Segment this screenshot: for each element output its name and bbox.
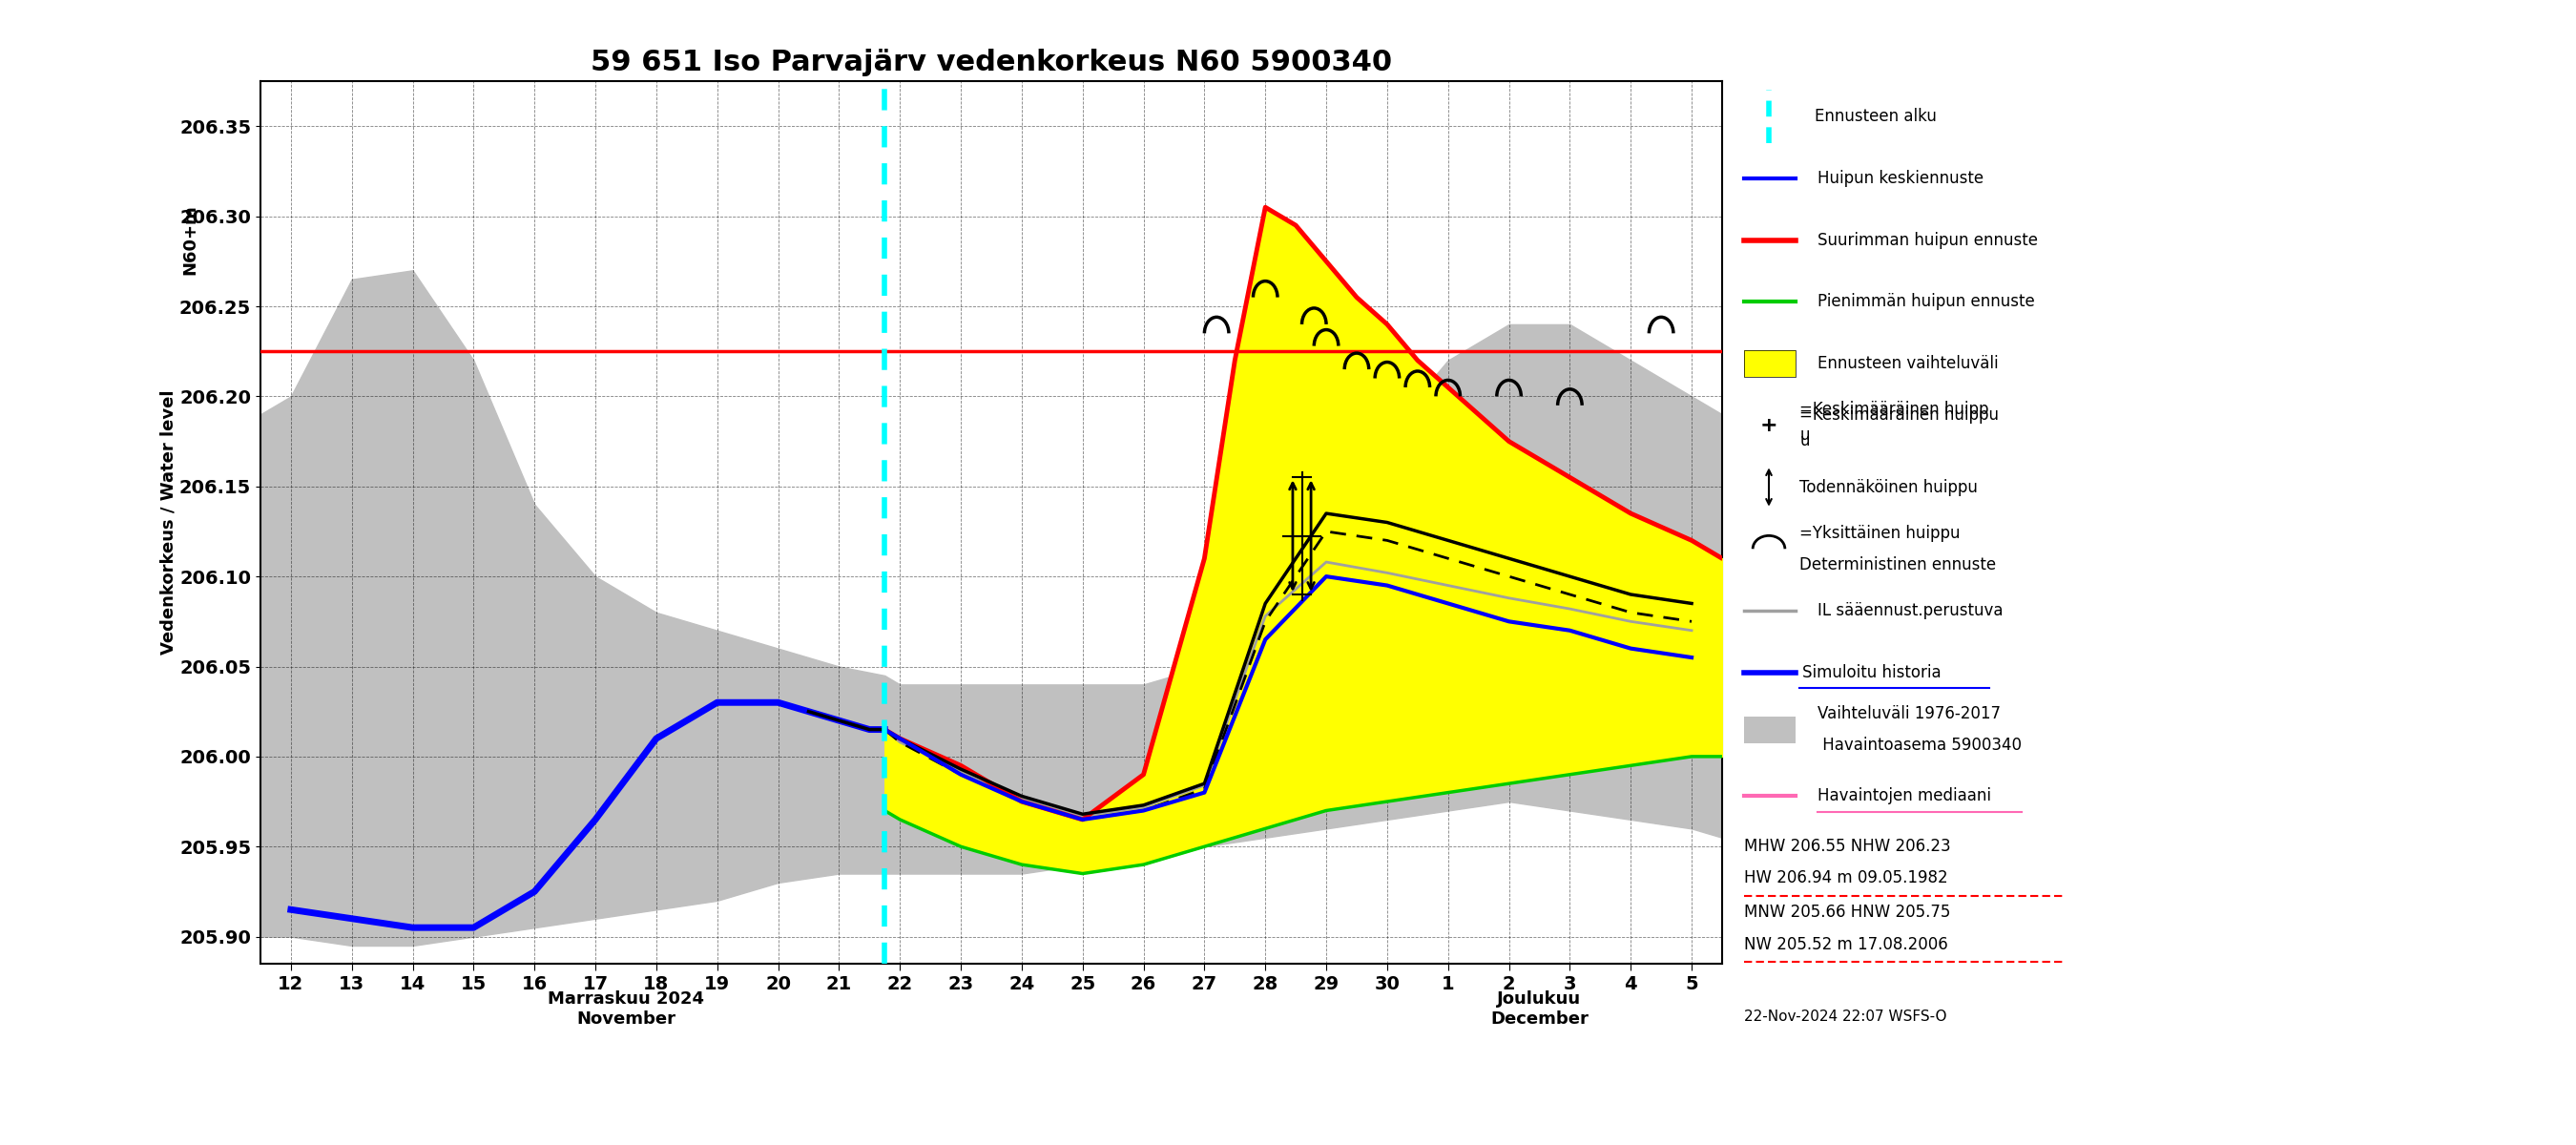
Text: Marraskuu 2024
November: Marraskuu 2024 November: [549, 990, 703, 1028]
Text: =Keskimääräinen huippu
u: =Keskimääräinen huippu u: [1801, 406, 1999, 444]
Y-axis label: Vedenkorkeus / Water level: Vedenkorkeus / Water level: [160, 390, 178, 655]
Text: Suurimman huipun ennuste: Suurimman huipun ennuste: [1816, 231, 2038, 248]
Text: Joulukuu
December: Joulukuu December: [1492, 990, 1589, 1028]
FancyBboxPatch shape: [1744, 350, 1795, 377]
Text: +: +: [1759, 416, 1777, 435]
Text: Ennusteen vaihteluväli: Ennusteen vaihteluväli: [1816, 355, 1999, 372]
Text: N60+m: N60+m: [183, 205, 198, 275]
Text: u: u: [1801, 433, 1808, 450]
FancyBboxPatch shape: [1744, 717, 1795, 743]
Text: MHW 206.55 NHW 206.23: MHW 206.55 NHW 206.23: [1744, 838, 1950, 855]
Text: Huipun keskiennuste: Huipun keskiennuste: [1816, 169, 1984, 187]
Text: NW 205.52 m 17.08.2006: NW 205.52 m 17.08.2006: [1744, 935, 1947, 953]
Text: HW 206.94 m 09.05.1982: HW 206.94 m 09.05.1982: [1744, 869, 1947, 886]
Text: Havaintoasema 5900340: Havaintoasema 5900340: [1816, 737, 2022, 755]
Text: Simuloitu historia: Simuloitu historia: [1803, 664, 1942, 681]
Text: 22-Nov-2024 22:07 WSFS-O: 22-Nov-2024 22:07 WSFS-O: [1744, 1010, 1947, 1024]
Text: Havaintojen mediaani: Havaintojen mediaani: [1816, 788, 1991, 805]
Text: Deterministinen ennuste: Deterministinen ennuste: [1801, 556, 1996, 574]
Title: 59 651 Iso Parvajärv vedenkorkeus N60 5900340: 59 651 Iso Parvajärv vedenkorkeus N60 59…: [590, 48, 1391, 77]
Text: Ennusteen alku: Ennusteen alku: [1814, 108, 1937, 125]
Text: IL sääennust.perustuva: IL sääennust.perustuva: [1816, 602, 2002, 619]
Text: Todennäköinen huippu: Todennäköinen huippu: [1801, 479, 1978, 496]
Text: Pienimmän huipun ennuste: Pienimmän huipun ennuste: [1816, 293, 2035, 310]
Text: =Keskimääräinen huipp: =Keskimääräinen huipp: [1801, 401, 1989, 418]
Text: =Yksittäinen huippu: =Yksittäinen huippu: [1801, 524, 1960, 542]
Text: MNW 205.66 HNW 205.75: MNW 205.66 HNW 205.75: [1744, 903, 1950, 921]
Text: Vaihteluväli 1976-2017: Vaihteluväli 1976-2017: [1816, 705, 2002, 722]
